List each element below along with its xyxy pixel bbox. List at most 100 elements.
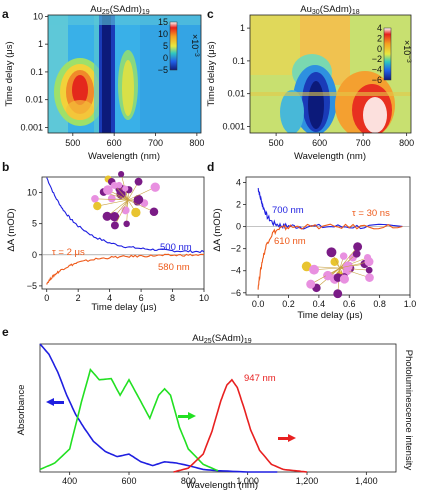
panel-a-colorbar — [170, 22, 177, 70]
x-tick-label: 2 — [76, 293, 81, 303]
y-tick-label: 0.1 — [30, 67, 43, 77]
colorbar-tick-label: 4 — [377, 23, 382, 33]
x-tick-label: 800 — [399, 138, 414, 148]
x-tick-label: 700 — [356, 138, 371, 148]
y-tick-label: 0 — [32, 250, 37, 260]
panel-e-ylabel-left: Absorbance — [16, 385, 27, 436]
atom — [103, 212, 112, 221]
panel-e-ylabel-right: Photoluminescence intensity — [403, 350, 414, 471]
panel-b-ylabel: ΔA (mOD) — [6, 208, 17, 251]
y-tick-label: 1 — [38, 39, 43, 49]
atom — [333, 289, 342, 298]
panel-d-xlabel: Time delay (μs) — [297, 310, 362, 321]
x-tick-label: 0.6 — [343, 299, 356, 309]
arrow-left-icon-blue — [46, 398, 64, 406]
panel-b-series-580: 580 nm — [158, 262, 190, 273]
x-tick-label: 0 — [44, 293, 49, 303]
atom — [327, 247, 337, 257]
series-line-1 — [40, 370, 218, 471]
atom — [340, 275, 349, 284]
y-tick-label: 1 — [240, 23, 245, 33]
cluster-structure-au25 — [91, 171, 160, 229]
atom — [135, 178, 143, 186]
panel-e-annotation: 947 nm — [244, 373, 276, 384]
atom — [151, 183, 160, 192]
panel-e-ylabel-right-text: Photoluminescence intensity — [403, 350, 414, 471]
panel-label-e: e — [2, 325, 9, 339]
atom — [131, 208, 140, 217]
y-tick-label: 0 — [236, 222, 241, 232]
colorbar-tick-label: −6 — [372, 75, 382, 85]
x-tick-label: 400 — [62, 476, 77, 486]
panel-label-d: d — [207, 160, 214, 174]
atom — [111, 182, 118, 189]
atom — [122, 186, 128, 192]
y-tick-label: −4 — [231, 266, 241, 276]
x-tick-label: 500 — [269, 138, 284, 148]
y-tick-label: 0.01 — [25, 95, 43, 105]
x-tick-label: 0.2 — [282, 299, 295, 309]
y-tick-label: 0.001 — [222, 121, 245, 131]
panel-c-ylabel: Time delay (μs) — [206, 41, 217, 106]
y-tick-label: −2 — [231, 244, 241, 254]
x-tick-label: 8 — [170, 293, 175, 303]
atom — [123, 221, 129, 227]
x-tick-label: 0.4 — [313, 299, 326, 309]
series-line-0 — [40, 344, 277, 472]
cluster-structure-au30 — [302, 242, 374, 298]
panel-a-heatmap — [48, 15, 201, 133]
colorbar-tick-label: −4 — [372, 65, 382, 75]
panel-d-series-700: 700 nm — [272, 205, 304, 216]
panel-b-annotation: τ = 2 μs — [52, 247, 85, 258]
panel-c-colorbar — [384, 28, 391, 80]
colorbar-tick-label: 15 — [158, 17, 168, 27]
panel-c-title: Au30(SAdm)18 — [300, 4, 360, 16]
y-tick-label: 0.001 — [20, 122, 43, 132]
atom — [366, 267, 373, 274]
atom — [309, 265, 319, 275]
panel-a-xlabel: Wavelength (nm) — [88, 151, 160, 162]
panel-d-ylabel: ΔA (mOD) — [212, 208, 223, 251]
y-tick-label: 0.01 — [227, 89, 245, 99]
colorbar-tick-label: 0 — [163, 53, 168, 63]
panel-c-xlabel: Wavelength (nm) — [294, 151, 366, 162]
colorbar-tick-label: 10 — [158, 29, 168, 39]
panel-label-c: c — [207, 7, 214, 21]
panel-label-b: b — [2, 160, 9, 174]
panel-d-annotation: τ = 30 ns — [352, 208, 390, 219]
colorbar-tick-label: 5 — [163, 41, 168, 51]
x-tick-label: 600 — [312, 138, 327, 148]
y-tick-label: 4 — [236, 178, 241, 188]
x-tick-label: 0.0 — [252, 299, 265, 309]
atom — [365, 273, 374, 282]
x-tick-label: 600 — [107, 138, 122, 148]
arrow-right-icon-red — [278, 434, 296, 442]
x-tick-label: 600 — [121, 476, 136, 486]
colorbar-tick-label: −2 — [372, 54, 382, 64]
atom — [93, 202, 101, 210]
colorbar-tick-label: −5 — [158, 65, 168, 75]
panel-a-title: Au25(SAdm)19 — [90, 4, 150, 16]
panel-b-series-500: 500 nm — [160, 242, 192, 253]
y-tick-label: 10 — [33, 11, 43, 21]
atom — [326, 273, 333, 280]
atom — [111, 221, 119, 229]
atom — [364, 257, 373, 266]
x-tick-label: 0.8 — [373, 299, 386, 309]
y-tick-label: −5 — [27, 281, 37, 291]
x-tick-label: 1,400 — [355, 476, 378, 486]
panel-a-ylabel: Time delay (μs) — [4, 41, 15, 106]
atom — [150, 207, 159, 216]
atom — [118, 171, 124, 177]
y-tick-label: 5 — [32, 219, 37, 229]
arrow-right-icon-green — [178, 412, 196, 420]
x-tick-label: 10 — [199, 293, 209, 303]
atom — [340, 252, 348, 260]
